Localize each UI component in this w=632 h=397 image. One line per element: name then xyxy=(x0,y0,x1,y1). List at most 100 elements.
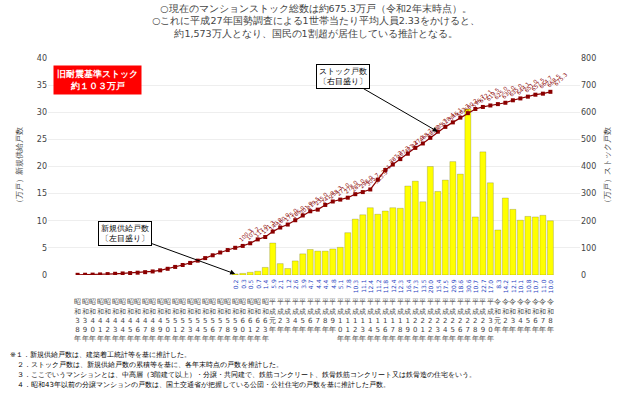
svg-text:0.5: 0.5 xyxy=(247,279,254,289)
svg-text:630.0: 630.0 xyxy=(501,84,517,100)
svg-text:2.6: 2.6 xyxy=(292,280,299,290)
svg-text:1.2: 1.2 xyxy=(285,279,292,289)
svg-text:昭和61年: 昭和61年 xyxy=(247,298,254,342)
svg-text:500: 500 xyxy=(581,135,596,144)
svg-text:8.3: 8.3 xyxy=(495,279,502,289)
svg-text:平成11年: 平成11年 xyxy=(344,298,351,342)
svg-text:昭和38年: 昭和38年 xyxy=(74,298,81,342)
svg-text:635.0: 635.0 xyxy=(508,82,524,98)
svg-text:10.1: 10.1 xyxy=(517,280,524,294)
svg-text:619.5: 619.5 xyxy=(485,86,501,102)
svg-text:平成24年: 平成24年 xyxy=(442,298,449,342)
svg-text:２．ストック戸数は、新規供給戸数の累積等を基に、各年末時点の: ２．ストック戸数は、新規供給戸数の累積等を基に、各年末時点の戸数を推計した。 xyxy=(10,361,283,369)
svg-text:昭和63年: 昭和63年 xyxy=(262,298,269,342)
svg-text:12.1: 12.1 xyxy=(510,279,517,293)
svg-text:4.4: 4.4 xyxy=(322,280,329,290)
svg-text:285.0: 285.0 xyxy=(350,177,366,193)
svg-text:562.7: 562.7 xyxy=(456,102,472,118)
svg-text:387.2: 387.2 xyxy=(388,149,403,164)
svg-text:2.1: 2.1 xyxy=(277,280,284,290)
svg-text:657.5: 657.5 xyxy=(530,76,546,92)
svg-text:528.4: 528.4 xyxy=(440,111,456,127)
svg-text:昭和43年: 昭和43年 xyxy=(112,298,119,342)
svg-text:700: 700 xyxy=(581,81,596,90)
svg-text:305.7: 305.7 xyxy=(365,171,381,187)
svg-text:平成20年: 平成20年 xyxy=(412,298,419,342)
svg-text:580.2: 580.2 xyxy=(463,97,478,112)
svg-text:３．ここでいうマンションとは、中高層（3階建て以上）・分譲・: ３．ここでいうマンションとは、中高層（3階建て以上）・分譲・共同建で、鉄筋コンク… xyxy=(10,371,476,379)
svg-text:昭和46年: 昭和46年 xyxy=(134,298,141,342)
svg-text:10.7: 10.7 xyxy=(472,280,479,294)
svg-text:278.0: 278.0 xyxy=(343,179,359,195)
svg-text:平成15年: 平成15年 xyxy=(374,298,381,342)
svg-text:平成22年: 平成22年 xyxy=(427,298,434,342)
svg-text:平成6年: 平成6年 xyxy=(307,298,314,333)
svg-text:17.3: 17.3 xyxy=(412,280,419,294)
svg-text:18.6: 18.6 xyxy=(457,280,464,294)
svg-text:旧耐震基準ストック約１０３万戸: 旧耐震基準ストック約１０３万戸 xyxy=(57,69,138,91)
svg-text:17.5: 17.5 xyxy=(442,280,449,294)
svg-text:令和2年: 令和2年 xyxy=(502,298,509,333)
svg-text:485.0: 485.0 xyxy=(425,123,441,139)
svg-text:0: 0 xyxy=(581,271,586,280)
svg-text:140.0: 140.0 xyxy=(268,216,284,232)
svg-text:40: 40 xyxy=(37,54,47,63)
svg-text:10.8: 10.8 xyxy=(525,279,532,293)
svg-text:平成16年: 平成16年 xyxy=(382,298,389,342)
svg-text:5.9: 5.9 xyxy=(270,279,277,289)
svg-text:3.9: 3.9 xyxy=(300,279,307,289)
svg-text:20.0: 20.0 xyxy=(427,280,434,294)
svg-text:25: 25 xyxy=(37,135,47,144)
svg-text:12.4: 12.4 xyxy=(367,280,374,294)
svg-text:新規供給戸数〔左目盛り〕: 新規供給戸数〔左目盛り〕 xyxy=(101,224,149,243)
svg-text:昭和45年: 昭和45年 xyxy=(127,298,134,342)
svg-text:昭和39年: 昭和39年 xyxy=(82,298,89,342)
svg-text:令和6年: 令和6年 xyxy=(532,298,539,333)
svg-text:令和4年: 令和4年 xyxy=(517,298,524,333)
svg-text:4.7: 4.7 xyxy=(307,280,314,290)
svg-text:昭和52年: 昭和52年 xyxy=(179,298,186,342)
svg-text:351.3: 351.3 xyxy=(380,159,396,175)
svg-text:昭和42年: 昭和42年 xyxy=(104,298,111,342)
svg-text:644.1: 644.1 xyxy=(516,81,531,96)
svg-text:平成25年: 平成25年 xyxy=(449,298,456,342)
svg-text:315.3: 315.3 xyxy=(373,169,389,185)
svg-text:15: 15 xyxy=(37,189,47,198)
svg-text:800: 800 xyxy=(581,54,596,63)
svg-text:平成13年: 平成13年 xyxy=(359,298,366,342)
svg-text:4.4: 4.4 xyxy=(315,279,322,289)
svg-text:4.8: 4.8 xyxy=(330,279,337,289)
svg-text:468.7: 468.7 xyxy=(418,127,434,143)
svg-text:117.0: 117.0 xyxy=(253,223,269,239)
svg-text:300: 300 xyxy=(581,189,596,198)
svg-text:546.1: 546.1 xyxy=(448,106,463,121)
svg-text:平成30年: 平成30年 xyxy=(487,298,494,342)
svg-text:596.7: 596.7 xyxy=(471,93,487,109)
svg-text:平成17年: 平成17年 xyxy=(389,298,396,342)
svg-text:昭和49年: 昭和49年 xyxy=(157,298,164,342)
svg-text:平成元年: 平成元年 xyxy=(269,298,276,333)
svg-text:平成3年: 平成3年 xyxy=(284,298,291,333)
svg-text:5.1: 5.1 xyxy=(337,280,344,290)
svg-text:○現在のマンションストック総数は約675.3万戸（令和2年末: ○現在のマンションストック総数は約675.3万戸（令和2年末時点）。○これに平成… xyxy=(152,3,480,39)
svg-text:昭和48年: 昭和48年 xyxy=(149,298,156,342)
svg-text:昭和50年: 昭和50年 xyxy=(164,298,171,342)
svg-text:175.0: 175.0 xyxy=(283,207,299,223)
svg-text:160.0: 160.0 xyxy=(275,211,291,227)
svg-text:平成26年: 平成26年 xyxy=(457,298,464,342)
svg-text:17.0: 17.0 xyxy=(487,280,494,294)
svg-text:12.3: 12.3 xyxy=(397,280,404,294)
svg-text:令和元年: 令和元年 xyxy=(494,298,501,333)
svg-text:平成9年: 平成9年 xyxy=(329,298,336,333)
svg-text:107.2: 107.2 xyxy=(245,226,260,241)
svg-text:20: 20 xyxy=(37,162,47,171)
svg-text:令和8年: 令和8年 xyxy=(547,298,554,333)
svg-text:11.1: 11.1 xyxy=(360,279,367,293)
svg-text:昭和51年: 昭和51年 xyxy=(172,298,179,342)
svg-text:100.3: 100.3 xyxy=(238,227,254,243)
svg-text:令和3年: 令和3年 xyxy=(509,298,516,333)
svg-text:令和5年: 令和5年 xyxy=(524,298,531,333)
svg-text:昭和60年: 昭和60年 xyxy=(239,298,246,342)
svg-text:昭和58年: 昭和58年 xyxy=(224,298,231,342)
svg-text:10.0: 10.0 xyxy=(547,280,554,294)
